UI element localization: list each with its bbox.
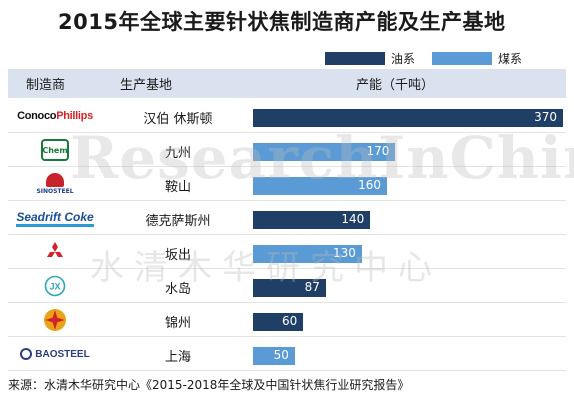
- bar-value-label: 160: [358, 178, 382, 192]
- jx-icon: JX: [44, 275, 66, 297]
- legend-oil-label: 油系: [391, 52, 416, 66]
- logo-text: BAOSTEEL: [35, 348, 90, 360]
- legend-oil-swatch: [325, 52, 385, 65]
- logo-text: Seadrift Coke: [16, 210, 94, 227]
- seadrift-coke-logo: Seadrift Coke: [10, 206, 100, 230]
- capacity-bar: 140: [253, 211, 371, 229]
- logo-text: Phillips: [56, 110, 93, 122]
- mitsubishi-diamonds-icon: [47, 242, 63, 257]
- conocophillips-logo: ConocoPhillips: [10, 104, 100, 128]
- bar-value-label: 60: [281, 314, 298, 328]
- svg-text:JX: JX: [49, 282, 60, 292]
- chart-title: 2015年全球主要针状焦制造商产能及生产基地: [58, 10, 506, 34]
- jx-logo: JX: [10, 274, 100, 298]
- capacity-bar: 60: [253, 313, 304, 331]
- bar-value-label: 170: [366, 144, 390, 158]
- table-row: Chem 九州 170: [8, 133, 566, 167]
- logo-text: SINOSTEEL: [36, 188, 74, 195]
- capacity-bar: 50: [253, 347, 295, 365]
- header-capacity: 产能（千吨）: [356, 78, 435, 93]
- table-row: ConocoPhillips 汉伯 休斯顿 370: [8, 99, 566, 133]
- capacity-bar: 170: [253, 143, 396, 161]
- table-row: SINOSTEEL 鞍山 160: [8, 167, 566, 201]
- base-label: 鞍山: [164, 180, 191, 195]
- base-label: 水岛: [164, 282, 191, 297]
- table-row: 坂出 130: [8, 235, 566, 269]
- bar-value-label: 87: [304, 280, 320, 294]
- capacity-bar: 130: [253, 245, 362, 263]
- source-note: 来源：水清木华研究中心《2015-2018年全球及中国针状焦行业研究报告》: [8, 378, 410, 392]
- petrochina-icon: [44, 309, 66, 331]
- legend-coal: 煤系: [432, 50, 522, 67]
- mitsubishi-logo: [10, 240, 100, 264]
- table-row: 锦州 60: [8, 303, 566, 337]
- bar-value-label: 50: [273, 348, 289, 362]
- base-label: 汉伯 休斯顿: [143, 112, 213, 127]
- bar-value-label: 130: [333, 246, 356, 260]
- base-label: 锦州: [164, 316, 191, 331]
- capacity-bar: 370: [253, 109, 563, 127]
- header-base: 生产基地: [120, 78, 173, 93]
- base-label: 九州: [164, 146, 191, 161]
- table-row: BAOSTEEL 上海 50: [8, 337, 566, 371]
- sinosteel-mark: [46, 173, 64, 187]
- bar-value-label: 140: [341, 212, 365, 226]
- legend-coal-swatch: [432, 52, 492, 65]
- chem-logo: Chem: [10, 138, 100, 162]
- table-row: JX 水岛 87: [8, 269, 566, 303]
- baosteel-ring-icon: [20, 348, 33, 360]
- base-label: 坂出: [164, 248, 191, 263]
- table-header: 制造商 生产基地 产能（千吨）: [8, 69, 566, 98]
- capacity-bar: 87: [253, 279, 326, 297]
- petrochina-logo: [10, 308, 100, 332]
- legend-oil: 油系: [325, 50, 415, 67]
- bar-value-label: 370: [534, 110, 557, 124]
- header-maker: 制造商: [26, 78, 66, 93]
- base-label: 德克萨斯州: [145, 214, 211, 229]
- sinosteel-logo: SINOSTEEL: [10, 172, 100, 196]
- logo-text: Conoco: [17, 110, 57, 122]
- capacity-bar: 160: [253, 177, 388, 195]
- base-label: 上海: [164, 350, 191, 365]
- legend-coal-label: 煤系: [498, 52, 523, 66]
- table-row: Seadrift Coke 德克萨斯州 140: [8, 201, 566, 235]
- logo-text: Chem: [42, 145, 68, 155]
- baosteel-logo: BAOSTEEL: [10, 342, 100, 366]
